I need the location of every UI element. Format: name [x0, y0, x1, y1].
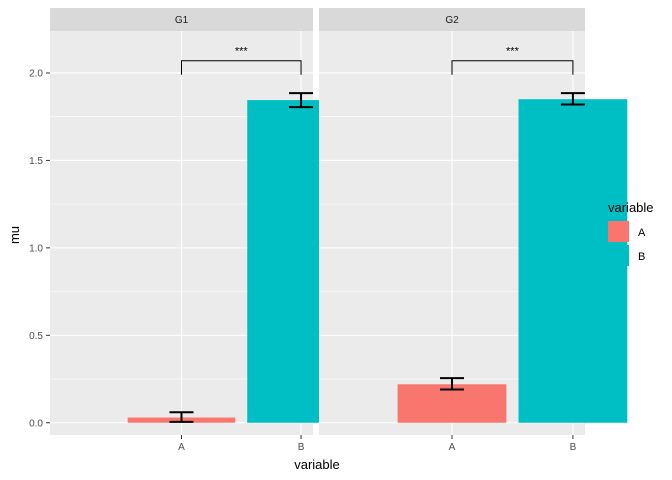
legend-title: variable	[608, 200, 654, 215]
facet-strip-label: G1	[175, 15, 189, 26]
x-axis-title: variable	[294, 457, 340, 472]
significance-bracket	[451, 60, 574, 75]
facet-G1: G1 *** A B	[50, 8, 355, 453]
facet-panels: G1 *** A B G2 *** A B	[50, 8, 628, 453]
facet-strip	[319, 8, 585, 31]
facet-strip	[50, 8, 313, 31]
y-axis: 0.0 0.5 1.0 1.5 2.0	[29, 68, 50, 429]
error-bar-G2-A	[440, 377, 464, 391]
facet-G2: G2 *** A B	[319, 8, 628, 453]
x-tick-label: B	[570, 442, 577, 453]
legend-label-B: B	[638, 251, 645, 263]
y-tick-label: 0.5	[29, 331, 43, 342]
y-axis-title: mu	[7, 226, 22, 244]
y-tick-label: 0.0	[29, 418, 43, 429]
x-tick-label: A	[178, 442, 185, 453]
y-tick-label: 1.0	[29, 243, 43, 254]
error-bar-G1-B	[289, 92, 314, 109]
error-bar-G2-B	[560, 92, 585, 106]
error-bar-G1-A	[169, 411, 194, 423]
legend-key-B	[608, 245, 629, 266]
y-tick-label: 2.0	[29, 68, 43, 79]
x-tick-label: A	[449, 442, 456, 453]
significance-bracket	[181, 60, 302, 75]
legend-key-A	[608, 221, 629, 242]
facet-strip-label: G2	[445, 15, 459, 26]
y-tick-label: 1.5	[29, 156, 43, 167]
legend-label-A: A	[638, 227, 646, 239]
bar-G2-A	[397, 384, 507, 423]
legend: variable AB	[608, 200, 654, 266]
significance-label: ***	[506, 46, 520, 58]
x-tick-label: B	[298, 442, 305, 453]
significance-label: ***	[235, 46, 249, 58]
